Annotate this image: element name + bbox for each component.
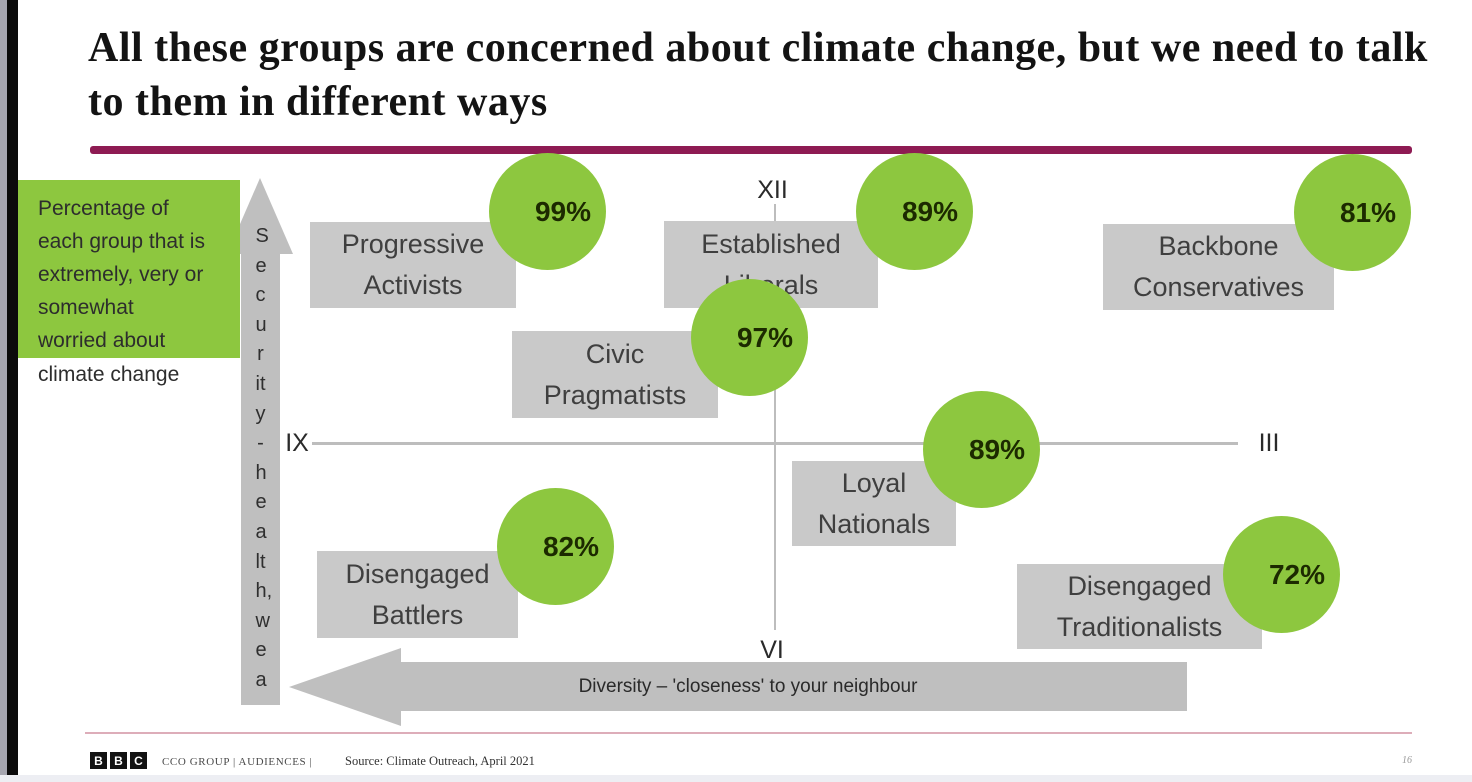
group-box-civic-pragmatists: Civic Pragmatists [512, 331, 718, 418]
annotation-line: somewhat [38, 296, 134, 319]
slide-title: All these groups are concerned about cli… [88, 25, 1428, 125]
percent-circle-disengaged-traditionalists: 72% [1223, 516, 1340, 633]
vertical-axis-label-text: Security-health,wea [255, 225, 273, 691]
annotation-highlight-box: Percentage of each group that is extreme… [18, 180, 240, 358]
horizontal-axis-arrow-body: Diversity – 'closeness' to your neighbou… [401, 662, 1187, 711]
bbc-logo-block: C [130, 752, 147, 769]
percent-circle-established-liberals: 89% [856, 153, 973, 270]
vertical-axis-label: Security-health,wea [241, 222, 280, 696]
percent-value: 82% [542, 530, 599, 562]
percent-circle-civic-pragmatists: 97% [691, 279, 808, 396]
footer-org-text: CCO GROUP | AUDIENCES | [162, 756, 313, 768]
group-box-backbone-conservatives: Backbone Conservatives [1103, 224, 1334, 310]
percent-value: 97% [736, 321, 793, 353]
annotation-line: Percentage of [38, 197, 169, 220]
percent-value: 99% [534, 195, 591, 227]
clock-horizontal-line [312, 442, 1238, 445]
annotation-tail-line: climate change [38, 363, 180, 386]
percent-circle-disengaged-battlers: 82% [497, 488, 614, 605]
percent-value: 89% [968, 433, 1025, 465]
window-edge-strip [0, 0, 7, 782]
title-underline-rule [90, 146, 1412, 154]
annotation-line: extremely, very or [38, 263, 204, 286]
annotation-line: worried about [38, 329, 166, 352]
annotation-line: each group that is [38, 230, 205, 253]
window-bottom-strip [0, 775, 1472, 782]
footer-rule [85, 732, 1412, 734]
bbc-logo: B B C [90, 752, 147, 769]
horizontal-axis-label: Diversity – 'closeness' to your neighbou… [578, 675, 918, 697]
group-box-progressive-activists: Progressive Activists [310, 222, 516, 308]
percent-circle-loyal-nationals: 89% [923, 391, 1040, 508]
clock-label-iii: III [1258, 429, 1280, 457]
clock-label-vi: VI [760, 636, 784, 664]
bbc-logo-block: B [110, 752, 127, 769]
percent-value: 81% [1339, 196, 1396, 228]
window-edge-bar [7, 0, 18, 782]
percent-value: 89% [901, 195, 958, 227]
slide-page-number: 16 [1402, 755, 1412, 766]
bbc-logo-block: B [90, 752, 107, 769]
footer-source-text: Source: Climate Outreach, April 2021 [345, 754, 535, 768]
clock-label-xii: XII [757, 176, 788, 204]
clock-vertical-line [774, 204, 776, 630]
group-box-disengaged-battlers: Disengaged Battlers [317, 551, 518, 638]
vertical-axis-arrow-shaft [241, 252, 280, 705]
group-box-disengaged-traditionalists: Disengaged Traditionalists [1017, 564, 1262, 649]
percent-value: 72% [1268, 558, 1325, 590]
percent-circle-progressive-activists: 99% [489, 153, 606, 270]
clock-label-ix: IX [285, 429, 309, 457]
percent-circle-backbone-conservatives: 81% [1294, 154, 1411, 271]
horizontal-axis-arrowhead-icon [289, 648, 401, 726]
